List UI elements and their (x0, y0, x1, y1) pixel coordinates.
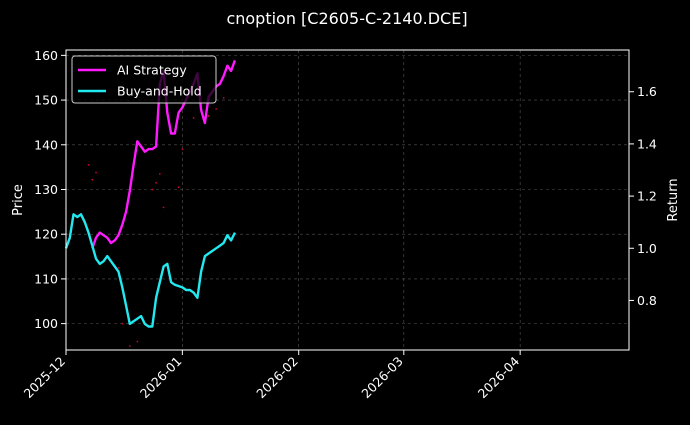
price-marker (181, 148, 184, 151)
price-marker (207, 114, 210, 117)
price-marker (222, 96, 225, 99)
legend-box (71, 55, 217, 104)
price-marker (128, 345, 131, 347)
y2-tick-label: 1.6 (637, 84, 657, 99)
series-line-buy-and-hold (64, 213, 236, 328)
price-marker (158, 172, 161, 175)
price-marker (151, 188, 154, 191)
price-marker (177, 186, 180, 189)
y-tick-label: 150 (34, 93, 58, 108)
price-marker (87, 164, 90, 166)
y-tick-label: 110 (34, 271, 58, 286)
price-marker (117, 266, 120, 269)
legend-label-ai-strategy: AI Strategy (117, 63, 187, 78)
y2-tick-label: 1.0 (637, 241, 657, 256)
y-tick-label: 100 (34, 316, 58, 331)
y-axis-title: Price (11, 184, 26, 216)
y-axis-right: 0.8 1.0 1.2 1.4 1.6 (629, 84, 657, 308)
y-tick-label: 160 (34, 48, 58, 63)
chart-title: cnoption [C2605-C-2140.DCE] (226, 9, 467, 28)
y-tick-label: 130 (34, 182, 58, 197)
y2-tick-label: 0.8 (637, 293, 657, 308)
legend: AI Strategy Buy-and-Hold (71, 55, 217, 104)
y2-tick-label: 1.4 (637, 136, 657, 151)
y-tick-label: 120 (34, 227, 58, 242)
price-marker (192, 117, 195, 119)
legend-label-buy-and-hold: Buy-and-Hold (117, 84, 202, 99)
price-marker (136, 340, 139, 343)
price-marker (155, 181, 157, 184)
price-marker (162, 206, 165, 209)
y2-tick-label: 1.2 (637, 189, 657, 204)
y-axis-left: 100 110 120 130 140 150 160 (34, 48, 66, 331)
price-marker (215, 108, 218, 110)
y2-axis-title: Return (666, 178, 681, 221)
y-tick-label: 140 (34, 137, 58, 152)
plot-frame (65, 49, 630, 351)
price-marker (91, 178, 94, 181)
price-marker (95, 171, 97, 174)
price-marker (121, 322, 124, 325)
